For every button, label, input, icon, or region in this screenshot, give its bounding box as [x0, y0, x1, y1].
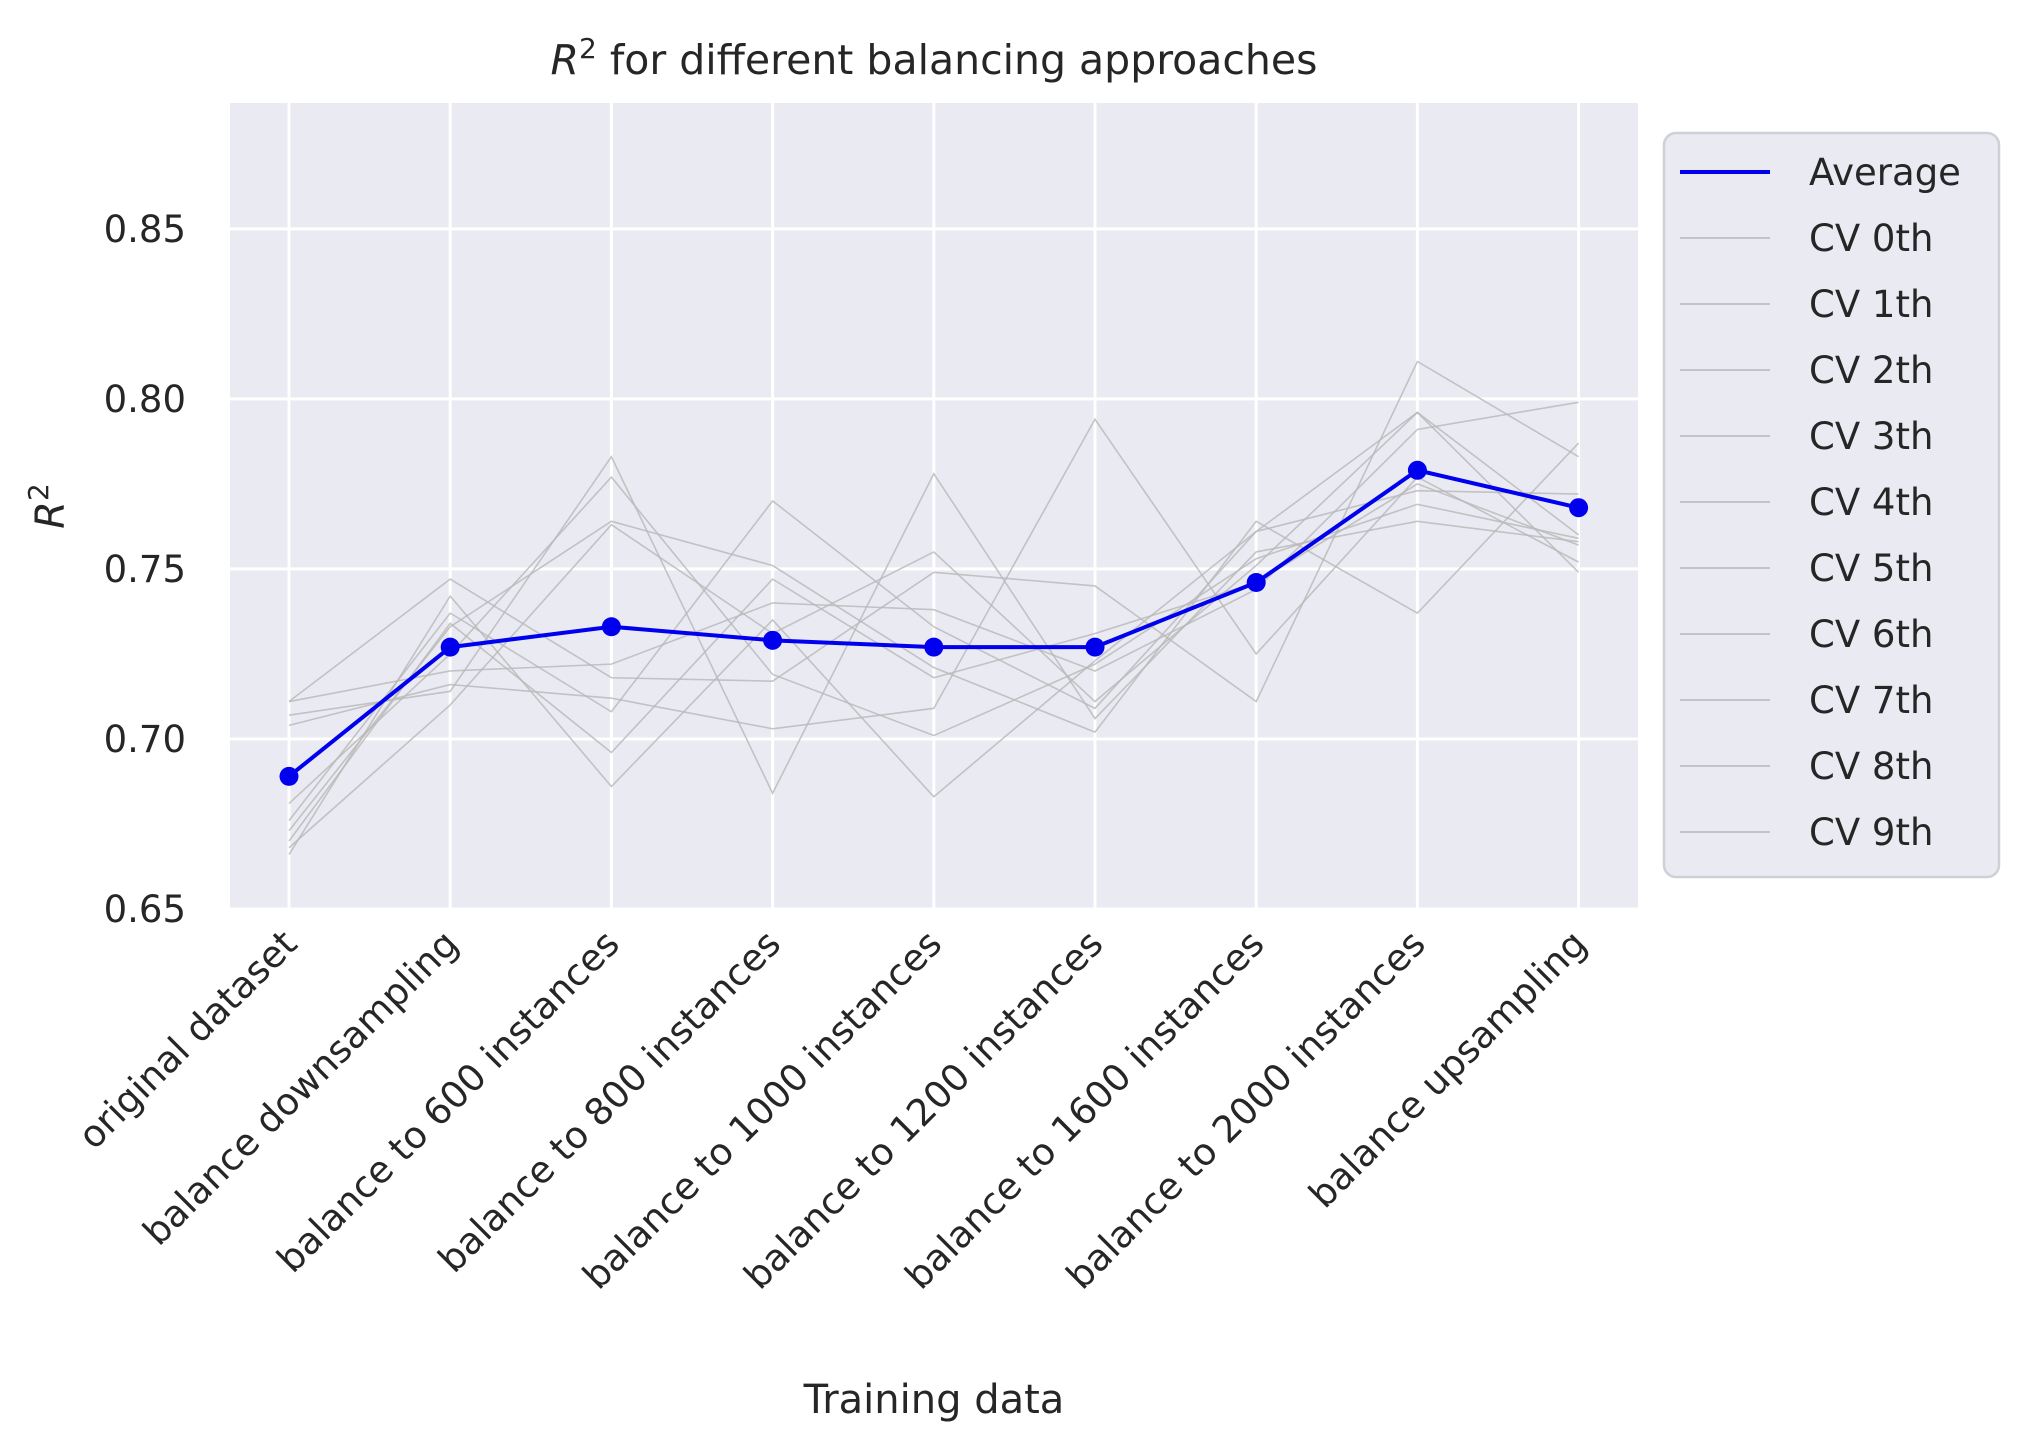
y-tick-label: 0.75 [104, 548, 186, 591]
y-tick-labels: 0.65 0.70 0.75 0.80 0.85 [104, 208, 186, 931]
y-tick-label: 0.70 [104, 718, 186, 761]
gridlines [230, 103, 1638, 911]
legend-label: CV 1th [1809, 283, 1933, 326]
legend-box [1662, 131, 2001, 879]
cv-series-line [288, 455, 1579, 796]
average-point [1569, 498, 1589, 518]
legend-label: CV 6th [1809, 613, 1933, 656]
legend-label: Average [1809, 151, 1961, 194]
legend-label: CV 0th [1809, 217, 1933, 260]
cv-lines [288, 360, 1580, 856]
legend-label: CV 8th [1809, 745, 1933, 788]
x-axis-title: Training data [803, 1377, 1065, 1423]
legend-label: CV 4th [1809, 481, 1933, 524]
legend: Average CV 0th CV 1th CV 2th CV 3th CV 4th CV … [1662, 131, 2001, 879]
cv-series-line [288, 417, 1579, 730]
x-tick-label: balance upsampling [1301, 922, 1595, 1216]
cv-series-line [288, 401, 1579, 703]
average-point [763, 630, 783, 650]
chart-title: R2 for different balancing approaches [550, 32, 1317, 84]
legend-items: Average CV 0th CV 1th CV 2th CV 3th CV 4th CV … [1680, 151, 1961, 854]
average-point [1085, 637, 1105, 657]
legend-label: CV 3th [1809, 415, 1933, 458]
cv-series-line [288, 411, 1580, 849]
average-point [1246, 573, 1266, 593]
average-series [279, 460, 1589, 786]
legend-label: CV 5th [1809, 547, 1933, 590]
y-tick-label: 0.65 [104, 888, 186, 931]
average-point [440, 637, 460, 657]
cv-series-line [288, 475, 1579, 805]
legend-label: CV 7th [1809, 679, 1933, 722]
cv-series-line [288, 411, 1580, 856]
cv-series-line [288, 442, 1580, 832]
average-point [279, 766, 299, 786]
y-tick-label: 0.80 [104, 378, 186, 421]
y-tick-label: 0.85 [104, 208, 186, 251]
legend-label: CV 2th [1809, 349, 1933, 392]
average-point [924, 637, 944, 657]
x-tick-label: balance to 800 instances [430, 922, 789, 1281]
x-tick-label: balance to 600 instances [269, 922, 628, 1281]
average-point [1407, 460, 1427, 480]
y-axis-title: R2 [22, 483, 74, 529]
cv-series-line [288, 483, 1579, 842]
legend-label: CV 9th [1809, 811, 1933, 854]
x-tick-label: balance downsampling [135, 922, 467, 1254]
average-point [601, 617, 621, 637]
